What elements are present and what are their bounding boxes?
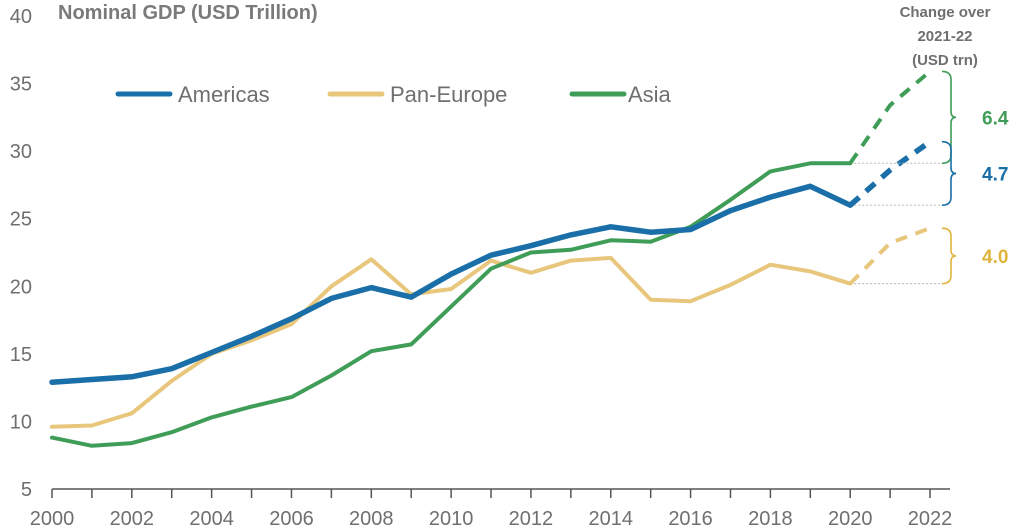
series-line-asia [50, 161, 853, 448]
y-tick-label: 30 [10, 141, 32, 163]
x-tick-label: 2022 [908, 508, 953, 530]
projection-line-americas [848, 139, 932, 208]
change-bracket-asia [941, 70, 957, 165]
x-tick-label: 2020 [828, 508, 873, 530]
projection-line-asia [848, 69, 932, 165]
change-bracket-pan-europe [941, 227, 957, 285]
change-title-line-3: (USD trn) [912, 52, 978, 69]
y-tick-label: 20 [10, 276, 32, 298]
change-annotation: Change over 2021-22 (USD trn) 6.4 4.7 4.0 [854, 4, 1009, 285]
change-value-americas: 4.7 [982, 164, 1008, 185]
x-tick-label: 2014 [589, 508, 634, 530]
y-tick-label: 35 [10, 74, 32, 96]
axes: 5 10 15 20 25 30 35 40 2000 2002 2004 2006 2008 2010 2… [10, 6, 953, 530]
y-tick-label: 40 [10, 6, 32, 28]
legend-label-pan-europe: Pan-Europe [390, 82, 507, 107]
y-tick-label: 5 [21, 479, 32, 501]
x-tick-label: 2018 [748, 508, 793, 530]
series-line-pan-europe [50, 255, 853, 429]
x-tick-label: 2010 [429, 508, 474, 530]
legend-label-asia: Asia [628, 82, 672, 107]
change-title-line-2: 2021-22 [917, 28, 972, 45]
change-value-pan-europe: 4.0 [982, 247, 1008, 268]
change-bracket-americas [941, 140, 957, 206]
projection-line-pan-europe [848, 226, 931, 286]
x-tick-label: 2000 [30, 508, 75, 530]
legend-label-americas: Americas [178, 82, 270, 107]
x-tick-label: 2016 [668, 508, 713, 530]
y-tick-label: 15 [10, 344, 32, 366]
series-line-americas [49, 183, 853, 385]
change-title-line-1: Change over [900, 4, 991, 21]
chart-title: Nominal GDP (USD Trillion) [58, 2, 318, 24]
y-tick-label: 25 [10, 209, 32, 231]
change-value-asia: 6.4 [982, 108, 1009, 129]
x-tick-label: 2004 [189, 508, 234, 530]
x-tick-label: 2006 [269, 508, 314, 530]
legend: Americas Pan-Europe Asia [115, 82, 672, 107]
x-tick-label: 2008 [349, 508, 394, 530]
y-tick-label: 10 [10, 411, 32, 433]
x-tick-label: 2012 [509, 508, 554, 530]
series-layer [49, 69, 932, 448]
x-tick-label: 2002 [110, 508, 155, 530]
